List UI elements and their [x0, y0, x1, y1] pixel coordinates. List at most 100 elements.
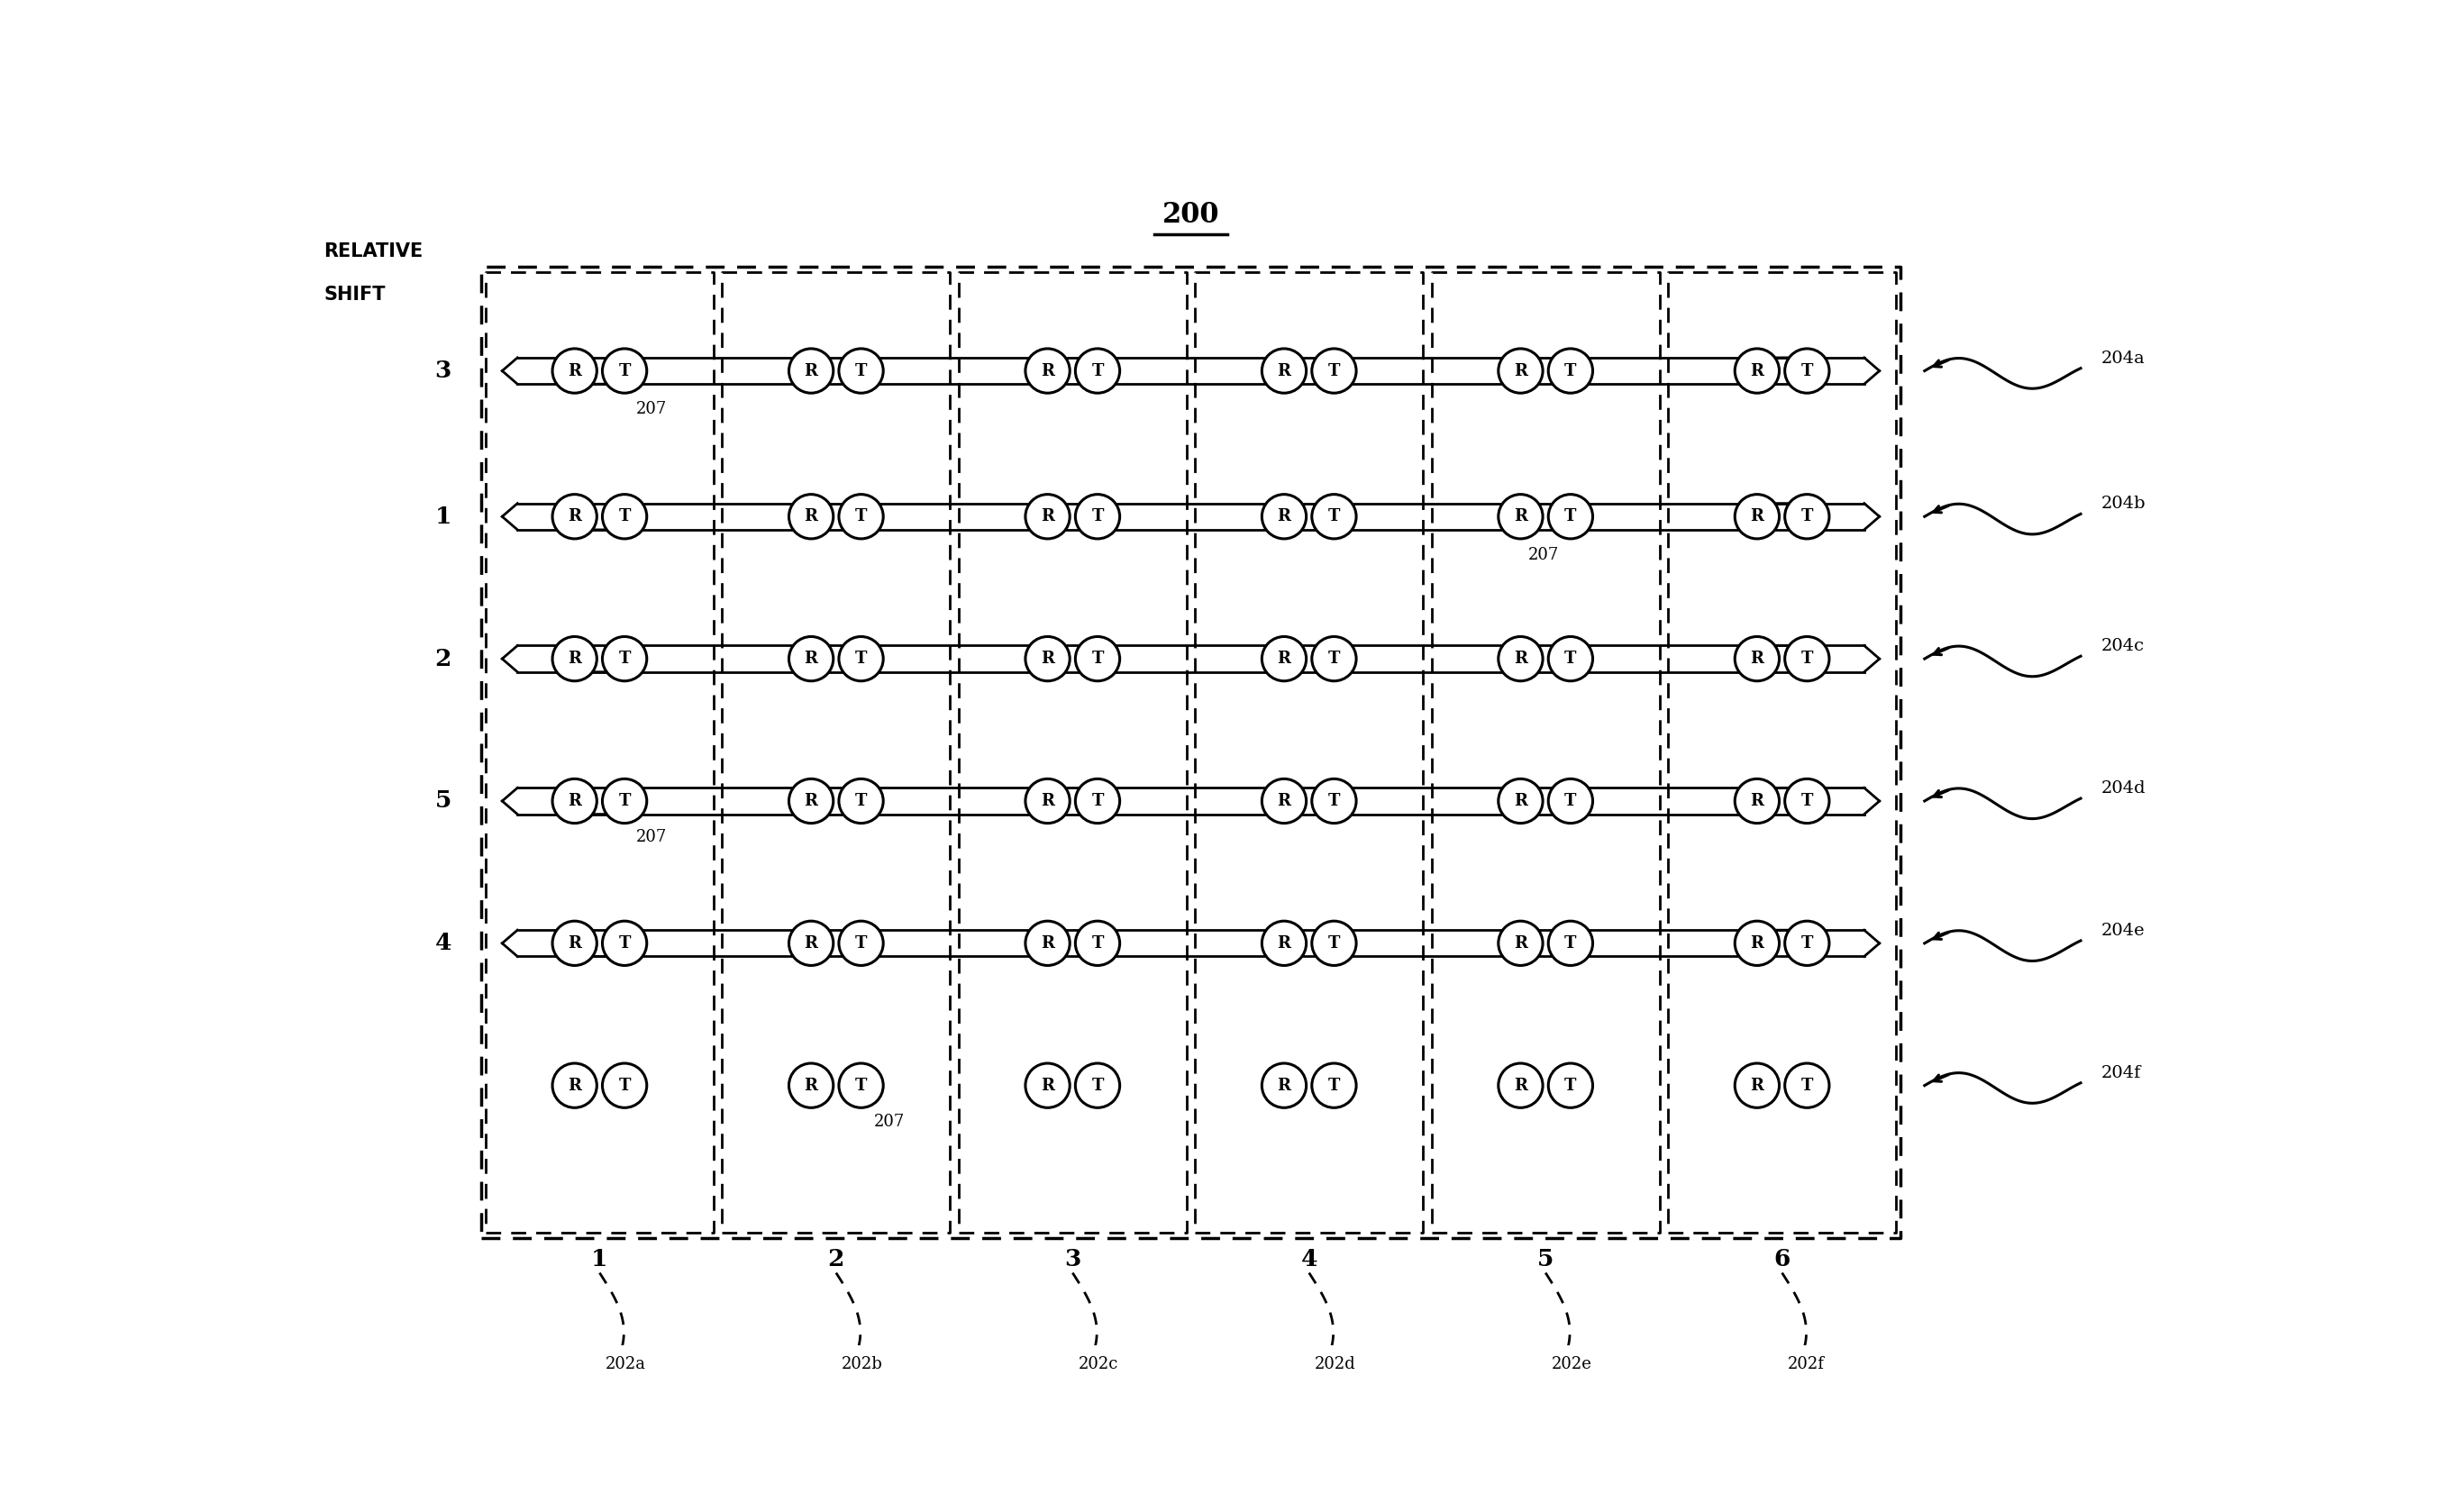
Text: T: T: [1565, 363, 1578, 380]
Circle shape: [1074, 494, 1121, 538]
Text: T: T: [1802, 650, 1812, 667]
Circle shape: [552, 494, 596, 538]
Text: R: R: [569, 363, 581, 380]
Circle shape: [840, 779, 884, 823]
Text: 207: 207: [874, 1113, 906, 1129]
Text: 207: 207: [635, 829, 667, 845]
Text: T: T: [1802, 508, 1812, 525]
Circle shape: [1499, 349, 1543, 393]
Text: R: R: [803, 508, 818, 525]
Text: R: R: [1040, 934, 1055, 951]
Circle shape: [1263, 349, 1306, 393]
Text: T: T: [1565, 1078, 1578, 1093]
Circle shape: [1026, 637, 1070, 680]
Text: 5: 5: [435, 789, 452, 812]
Circle shape: [789, 637, 833, 680]
Circle shape: [1263, 637, 1306, 680]
Text: T: T: [1092, 792, 1104, 809]
Text: 200: 200: [1162, 201, 1219, 228]
Circle shape: [1785, 1063, 1829, 1108]
Circle shape: [1311, 779, 1355, 823]
Text: T: T: [1328, 792, 1341, 809]
Text: R: R: [1751, 363, 1763, 380]
Circle shape: [789, 921, 833, 966]
Circle shape: [1785, 637, 1829, 680]
Circle shape: [1734, 1063, 1780, 1108]
Text: T: T: [1802, 363, 1812, 380]
Text: T: T: [1328, 934, 1341, 951]
Circle shape: [603, 637, 647, 680]
Circle shape: [603, 1063, 647, 1108]
Text: T: T: [1802, 934, 1812, 951]
Text: T: T: [618, 650, 630, 667]
Circle shape: [1499, 921, 1543, 966]
Circle shape: [1026, 921, 1070, 966]
Circle shape: [1499, 1063, 1543, 1108]
Text: 5: 5: [1538, 1247, 1553, 1270]
Text: 202a: 202a: [606, 1356, 645, 1373]
Text: R: R: [569, 1078, 581, 1093]
Circle shape: [1311, 921, 1355, 966]
Text: R: R: [1751, 508, 1763, 525]
Circle shape: [1785, 921, 1829, 966]
Text: R: R: [803, 363, 818, 380]
Text: R: R: [1514, 934, 1526, 951]
Circle shape: [1734, 349, 1780, 393]
Text: T: T: [1565, 792, 1578, 809]
Circle shape: [1734, 494, 1780, 538]
Text: T: T: [1328, 650, 1341, 667]
Text: R: R: [1514, 363, 1526, 380]
Text: 1: 1: [435, 505, 452, 528]
Circle shape: [1311, 637, 1355, 680]
Text: 204e: 204e: [2103, 922, 2147, 939]
Text: R: R: [1514, 650, 1526, 667]
Text: 204a: 204a: [2103, 351, 2147, 366]
Text: R: R: [1514, 1078, 1526, 1093]
Text: T: T: [855, 1078, 867, 1093]
Text: T: T: [1328, 508, 1341, 525]
Text: 2: 2: [828, 1247, 845, 1270]
Text: T: T: [618, 934, 630, 951]
Text: R: R: [803, 792, 818, 809]
Circle shape: [789, 349, 833, 393]
Text: 4: 4: [1302, 1247, 1316, 1270]
Circle shape: [1499, 779, 1543, 823]
Text: T: T: [855, 508, 867, 525]
Text: R: R: [569, 650, 581, 667]
Circle shape: [1074, 1063, 1121, 1108]
Text: 204d: 204d: [2103, 780, 2147, 797]
Text: T: T: [1565, 934, 1578, 951]
Circle shape: [1734, 779, 1780, 823]
Text: RELATIVE: RELATIVE: [325, 242, 422, 260]
Text: T: T: [855, 934, 867, 951]
Text: 4: 4: [435, 931, 452, 954]
Text: T: T: [1092, 508, 1104, 525]
Circle shape: [789, 1063, 833, 1108]
Circle shape: [1548, 1063, 1592, 1108]
Circle shape: [1734, 921, 1780, 966]
Circle shape: [1499, 494, 1543, 538]
Text: R: R: [569, 792, 581, 809]
Circle shape: [1548, 779, 1592, 823]
Text: T: T: [618, 508, 630, 525]
Text: 2: 2: [435, 647, 452, 670]
Text: T: T: [1565, 508, 1578, 525]
Circle shape: [1026, 779, 1070, 823]
Circle shape: [1311, 1063, 1355, 1108]
Circle shape: [1263, 779, 1306, 823]
Text: 204c: 204c: [2103, 638, 2144, 655]
Text: T: T: [855, 792, 867, 809]
Text: 202d: 202d: [1314, 1356, 1355, 1373]
Text: T: T: [1565, 650, 1578, 667]
Text: R: R: [1277, 1078, 1292, 1093]
Text: R: R: [1277, 508, 1292, 525]
Text: T: T: [1802, 792, 1812, 809]
Circle shape: [840, 921, 884, 966]
Text: 207: 207: [1529, 547, 1558, 562]
Text: T: T: [1328, 1078, 1341, 1093]
Text: T: T: [855, 650, 867, 667]
Circle shape: [1026, 1063, 1070, 1108]
Circle shape: [840, 349, 884, 393]
Text: 1: 1: [591, 1247, 608, 1270]
Circle shape: [603, 921, 647, 966]
